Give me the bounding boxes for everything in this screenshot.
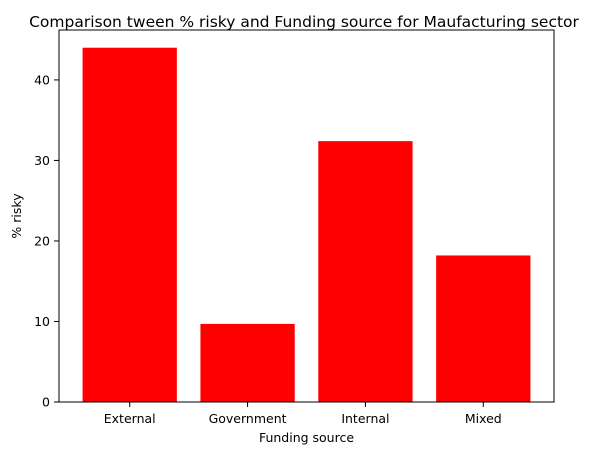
- y-axis-label: % risky: [9, 193, 24, 239]
- bars-layer: [82, 47, 531, 402]
- y-tick-label: 40: [34, 72, 50, 87]
- chart-title: Comparison tween % risky and Funding sou…: [29, 13, 579, 31]
- x-tick-label-government: Government: [209, 411, 287, 426]
- x-axis-label: Funding source: [259, 430, 354, 445]
- y-axis: 0 10 20 30 40: [34, 72, 59, 410]
- x-tick-label-internal: Internal: [341, 411, 389, 426]
- bar-mixed: [436, 255, 531, 402]
- y-tick-label: 0: [42, 395, 50, 410]
- bar-external: [82, 47, 177, 402]
- x-tick-label-mixed: Mixed: [465, 411, 502, 426]
- x-axis: External Government Internal Mixed: [104, 402, 502, 426]
- x-tick-label-external: External: [104, 411, 156, 426]
- plot-frame: [58, 29, 555, 403]
- y-tick-label: 30: [34, 153, 50, 168]
- bar-internal: [318, 141, 413, 402]
- y-tick-label: 10: [34, 314, 50, 329]
- bar-government: [200, 323, 295, 402]
- y-tick-label: 20: [34, 233, 50, 248]
